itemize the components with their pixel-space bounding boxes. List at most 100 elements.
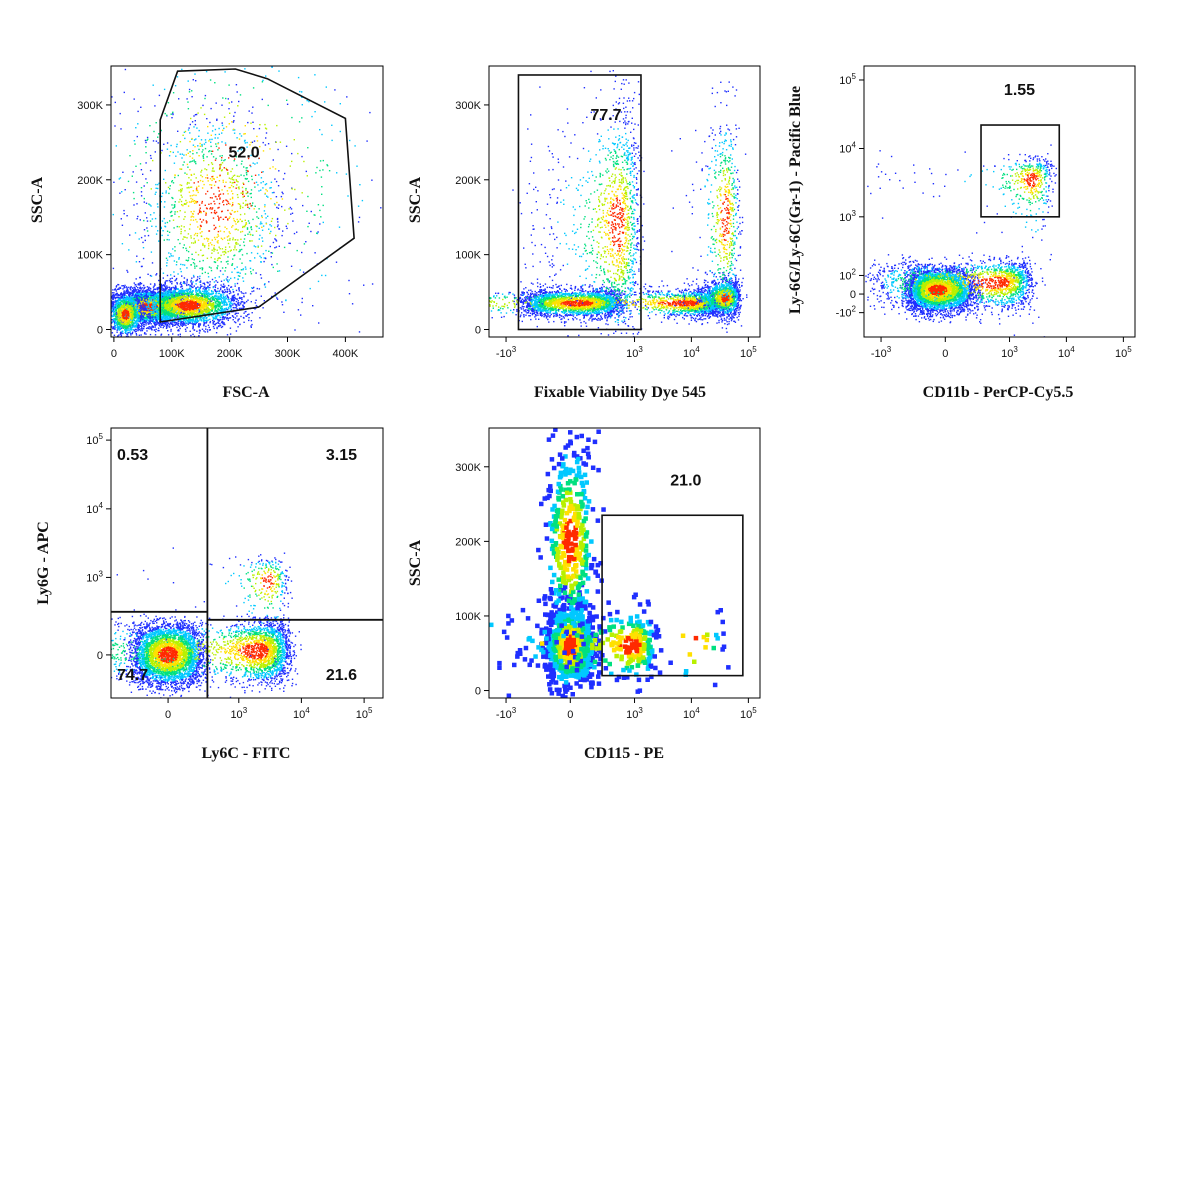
event-point	[144, 289, 147, 292]
event-point	[215, 293, 217, 295]
event-point	[196, 330, 198, 332]
event-point	[214, 300, 216, 302]
event-point	[169, 294, 171, 297]
event-point	[112, 304, 115, 306]
event-point	[133, 291, 135, 293]
event-point	[223, 299, 226, 301]
event-point	[164, 307, 166, 309]
event-point	[177, 312, 179, 314]
event-point	[240, 307, 243, 310]
event-point	[176, 283, 178, 285]
event-point	[149, 304, 151, 306]
event-point	[169, 299, 172, 301]
event-point	[206, 281, 208, 283]
y-axis-title: SSC-A	[29, 176, 46, 223]
event-point	[154, 315, 156, 317]
event-point	[144, 297, 146, 300]
event-point	[187, 322, 189, 324]
event-point	[176, 323, 178, 325]
event-point	[151, 313, 153, 316]
event-point	[138, 305, 140, 307]
event-point	[123, 291, 125, 293]
event-point	[192, 324, 194, 326]
event-point	[205, 328, 207, 330]
event-point	[147, 317, 149, 319]
event-point	[143, 290, 146, 292]
event-point	[227, 306, 230, 309]
event-point	[135, 297, 137, 299]
event-point	[142, 307, 144, 309]
event-point	[113, 292, 115, 294]
event-point	[218, 314, 220, 317]
event-point	[164, 322, 166, 325]
event-point	[172, 292, 174, 294]
event-point	[167, 307, 170, 310]
event-point	[160, 334, 162, 336]
event-point	[131, 308, 133, 310]
event-point	[145, 304, 147, 307]
event-point	[192, 304, 194, 307]
event-point	[186, 284, 188, 287]
event-point	[164, 306, 166, 308]
event-point	[142, 321, 144, 323]
event-point	[150, 297, 152, 299]
event-point	[196, 290, 198, 292]
event-point	[156, 301, 159, 304]
event-point	[148, 307, 150, 310]
event-point	[151, 300, 153, 302]
event-point	[172, 286, 174, 289]
event-point	[163, 298, 166, 300]
event-point	[141, 294, 143, 296]
event-point	[211, 308, 213, 310]
event-point	[202, 296, 204, 298]
event-point	[199, 284, 202, 286]
event-point	[161, 306, 163, 308]
event-point	[149, 311, 151, 314]
event-point	[215, 310, 217, 312]
event-point	[111, 314, 113, 317]
event-point	[172, 321, 174, 323]
event-point	[150, 291, 152, 293]
event-point	[189, 330, 191, 332]
event-point	[175, 291, 177, 294]
event-point	[177, 324, 179, 326]
event-point	[154, 314, 156, 316]
event-point	[234, 317, 237, 319]
event-point	[119, 286, 121, 289]
event-point	[178, 305, 181, 307]
event-point	[165, 280, 167, 282]
event-point	[173, 296, 176, 298]
event-point	[190, 296, 193, 298]
event-point	[161, 303, 163, 306]
event-point	[111, 295, 114, 298]
event-point	[164, 305, 166, 307]
event-point	[176, 314, 179, 317]
event-point	[143, 307, 145, 309]
event-point	[190, 297, 192, 299]
event-point	[226, 304, 229, 306]
event-point	[217, 287, 219, 290]
event-point	[147, 299, 150, 301]
event-point	[145, 301, 147, 303]
event-point	[231, 315, 234, 317]
event-point	[157, 292, 159, 295]
event-point	[184, 303, 186, 305]
event-point	[128, 303, 130, 306]
event-point	[236, 298, 238, 300]
event-point	[216, 281, 219, 283]
event-point	[144, 312, 146, 315]
event-point	[157, 295, 160, 297]
event-point	[177, 316, 179, 318]
event-point	[186, 327, 188, 329]
event-point	[164, 289, 167, 291]
event-point	[174, 279, 176, 282]
event-point	[173, 310, 176, 312]
event-point	[115, 286, 117, 288]
event-point	[225, 301, 227, 303]
event-point	[145, 314, 147, 317]
event-point	[227, 319, 229, 321]
event-point	[130, 289, 132, 291]
event-point	[140, 295, 142, 297]
event-point	[251, 312, 253, 314]
event-point	[239, 296, 241, 299]
